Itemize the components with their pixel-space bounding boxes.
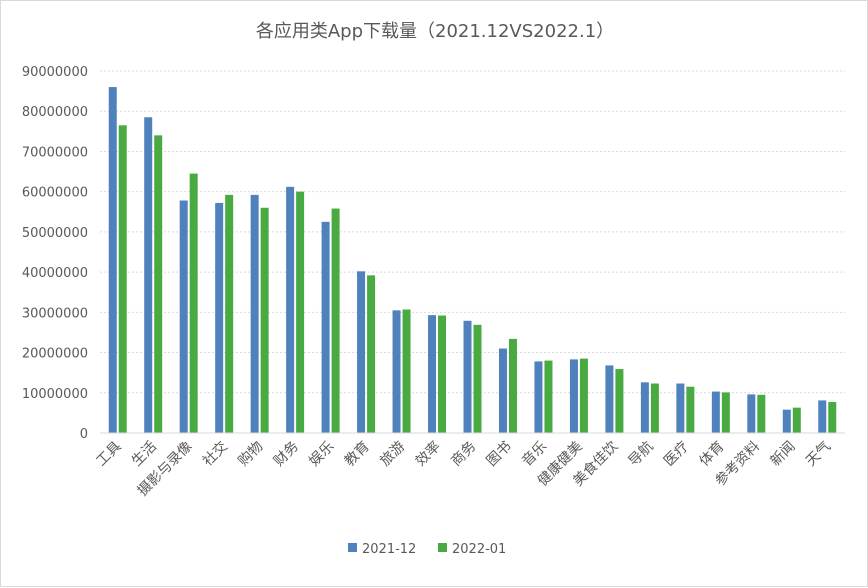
bar-2021-12 [357, 271, 366, 433]
bar-2022-01 [757, 394, 766, 433]
bar-2022-01 [473, 324, 482, 433]
y-axis-ticks: 0 10000000 20000000 30000000 40000000 5000000… [22, 65, 88, 442]
bars [108, 87, 837, 434]
bar-2021-12 [392, 310, 401, 433]
bar-2021-12 [428, 315, 437, 433]
bar-2022-01 [367, 275, 376, 433]
x-tick-label: 医疗 [661, 439, 692, 470]
gridlines [100, 70, 845, 394]
bar-2021-12 [463, 320, 472, 433]
x-tick-label: 效率 [412, 438, 444, 470]
bar-2022-01 [118, 125, 127, 434]
bar-2022-01 [721, 392, 730, 433]
bar-2021-12 [640, 382, 649, 433]
bar-2022-01 [508, 338, 517, 433]
bar-2021-12 [144, 117, 153, 433]
bar-2022-01 [792, 407, 801, 433]
bar-2022-01 [260, 207, 269, 433]
bar-2022-01 [544, 360, 553, 433]
x-tick-label: 导航 [626, 439, 657, 470]
bar-2022-01 [154, 135, 163, 433]
legend-label: 2021-12 [362, 542, 416, 557]
bar-2022-01 [296, 191, 305, 433]
y-tick-label: 10000000 [22, 387, 88, 402]
y-tick-label: 30000000 [22, 306, 88, 321]
y-tick-label: 0 [80, 427, 88, 442]
y-tick-label: 90000000 [22, 65, 88, 80]
bar-2021-12 [108, 87, 117, 433]
x-tick-label: 财务 [271, 439, 302, 470]
legend: 2021-12 2022-01 [348, 542, 506, 557]
y-tick-label: 80000000 [22, 105, 88, 120]
y-tick-label: 70000000 [22, 145, 88, 160]
bar-2022-01 [402, 309, 411, 433]
bar-2022-01 [438, 315, 447, 433]
bar-2021-12 [286, 186, 295, 433]
x-tick-label: 工具 [93, 439, 124, 470]
x-tick-label: 体育 [697, 439, 728, 470]
bar-2021-12 [747, 394, 756, 433]
x-tick-label: 购物 [235, 439, 266, 470]
bar-2022-01 [650, 383, 659, 433]
x-tick-label: 新闻 [768, 439, 799, 470]
bar-2021-12 [569, 359, 578, 433]
bar-2021-12 [498, 348, 507, 433]
bar-2021-12 [179, 200, 188, 433]
bar-2021-12 [321, 221, 330, 433]
bar-2021-12 [818, 400, 827, 433]
bar-2021-12 [215, 202, 224, 433]
x-axis-categories: 工具 生活摄影与录像 社交 购物 财务 娱乐 教育 旅游 效率 商务 图书 音乐健康健美美食佳饮 导航医… [93, 438, 834, 500]
x-tick-label: 商务 [448, 439, 479, 470]
chart-title: 各应用类App下载量（2021.12VS2022.1） [256, 21, 614, 42]
y-tick-label: 40000000 [22, 266, 88, 281]
x-tick-label: 社交 [199, 438, 231, 470]
x-tick-label: 天气 [803, 439, 834, 470]
x-tick-label: 音乐 [518, 438, 550, 470]
bar-2022-01 [615, 369, 624, 433]
y-tick-label: 20000000 [22, 347, 88, 362]
x-tick-label: 教育 [342, 439, 373, 470]
x-tick-label: 图书 [484, 439, 515, 470]
bar-2021-12 [676, 383, 685, 433]
legend-label: 2022-01 [452, 542, 506, 557]
y-tick-label: 60000000 [22, 186, 88, 201]
bar-2021-12 [782, 409, 791, 433]
x-tick-label: 娱乐 [306, 439, 337, 470]
bar-2022-01 [579, 358, 588, 433]
bar-2022-01 [225, 194, 234, 433]
x-tick-label: 生活 [129, 439, 160, 470]
bar-2021-12 [250, 194, 259, 433]
bar-2021-12 [534, 361, 543, 433]
legend-swatch [438, 543, 447, 552]
bar-2021-12 [711, 391, 720, 433]
legend-swatch [348, 543, 357, 552]
y-tick-label: 50000000 [22, 226, 88, 241]
bar-2022-01 [686, 386, 695, 433]
bar-2022-01 [189, 173, 198, 434]
bar-2021-12 [605, 365, 614, 433]
x-tick-label: 旅游 [377, 439, 408, 470]
bar-2022-01 [331, 208, 340, 433]
bar-2022-01 [828, 402, 837, 433]
